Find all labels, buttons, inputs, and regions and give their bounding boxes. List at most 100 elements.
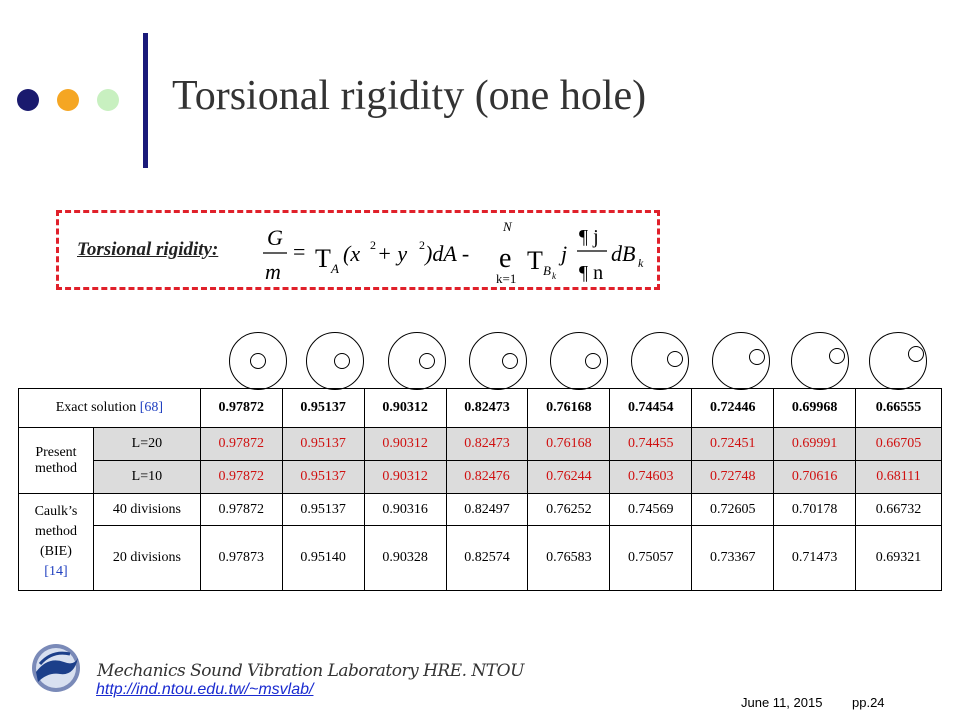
formula-int1: T	[315, 244, 331, 273]
table-cell: 0.82473	[445, 427, 529, 461]
geometry-circle-1	[229, 332, 287, 390]
exact-label: Exact solution	[55, 400, 137, 415]
table-cell: 0.90312	[363, 427, 447, 461]
formula-sum-bot: k=1	[496, 271, 516, 286]
lab-name: Mechanics Sound Vibration Laboratory HRE…	[97, 661, 524, 681]
table-cell: 0.70616	[773, 460, 857, 494]
table-row-caulk-20: 20 divisions 0.97873 0.95140 0.90328 0.8…	[19, 525, 942, 591]
formula-eq: =	[293, 239, 305, 264]
table-cell: 0.95140	[281, 525, 365, 591]
formula-phi: j	[558, 241, 567, 266]
table-cell: 0.95137	[281, 427, 365, 461]
table-cell: 0.66732	[855, 493, 942, 526]
table-cell: 0.95137	[281, 460, 365, 494]
geometry-circle-9	[869, 332, 927, 390]
formula-lhs-den: m	[265, 259, 281, 284]
table-cell: 0.69991	[773, 427, 857, 461]
table-cell: 0.76168	[527, 388, 611, 428]
hole-1	[250, 353, 266, 369]
table-cell: 0.76583	[527, 525, 611, 591]
formula-sq2: 2	[419, 238, 425, 252]
table-cell: 0.90316	[363, 493, 447, 526]
formula-int1-sub: A	[330, 261, 339, 276]
caulk-label-line1: Caulk’s	[34, 504, 78, 519]
table-cell: 0.76244	[527, 460, 611, 494]
geometry-circle-7	[712, 332, 770, 390]
hole-3	[419, 353, 435, 369]
table-cell: 0.71473	[773, 525, 857, 591]
torsional-rigidity-table: Exact solution [68] 0.97872 0.95137 0.90…	[18, 388, 942, 591]
formula-int1-mid: + y	[377, 241, 407, 266]
table-cell: 0.66555	[855, 388, 942, 428]
hole-9	[908, 346, 924, 362]
formula-sq1: 2	[370, 238, 376, 252]
formula-box: Torsional rigidity: G m = T A (x 2 + y 2…	[56, 210, 660, 290]
table-cell: 0.82473	[445, 388, 529, 428]
geometry-circle-5	[550, 332, 608, 390]
table-cell: 0.90312	[363, 388, 447, 428]
hole-8	[829, 348, 845, 364]
table-row-caulk-40: Caulk’s method (BIE) [14] 40 divisions 0…	[18, 493, 942, 591]
table-cell: 0.66705	[855, 427, 942, 461]
table-cell: 0.97872	[199, 427, 283, 461]
table-cell: 0.82497	[445, 493, 529, 526]
hole-6	[667, 351, 683, 367]
caulk-label-line2: method	[34, 524, 77, 539]
formula-frac-num: ¶ j	[579, 226, 599, 248]
formula-lhs-num: G	[267, 225, 283, 250]
table-cell: 0.74569	[609, 493, 693, 526]
hole-2	[334, 353, 350, 369]
table-cell: 0.73367	[691, 525, 775, 591]
formula-int1-end: )dA -	[423, 241, 469, 266]
table-cell: 0.90328	[363, 525, 447, 591]
table-cell: 0.82476	[445, 460, 529, 494]
exact-ref: [68]	[139, 400, 164, 415]
table-row-present-l10: L=10 0.97872 0.95137 0.90312 0.82476 0.7…	[19, 460, 942, 494]
formula-dB-sub: k	[638, 256, 644, 270]
decor-dot-navy	[17, 89, 39, 111]
table-cell: 0.97872	[199, 460, 283, 494]
formula-sum: e	[499, 243, 511, 274]
table-cell: 0.82574	[445, 525, 529, 591]
decor-dot-orange	[57, 89, 79, 111]
table-cell: 0.69321	[855, 525, 942, 591]
caulk-label-line3: (BIE)	[40, 544, 72, 559]
table-cell: 0.72748	[691, 460, 775, 494]
geometry-circle-6	[631, 332, 689, 390]
row-label: L=10	[92, 460, 201, 494]
footer-date: June 11, 2015	[741, 695, 823, 710]
table-cell: 0.95137	[281, 388, 365, 428]
lab-url-link[interactable]: http://ind.ntou.edu.tw/~msvlab/	[96, 681, 314, 698]
row-label: L=20	[92, 427, 201, 461]
title-divider-bar	[143, 33, 148, 168]
slide-title: Torsional rigidity (one hole)	[172, 73, 647, 119]
torsional-rigidity-formula: G m = T A (x 2 + y 2 )dA - N e k=1 T B k…	[263, 219, 644, 286]
table-cell: 0.97872	[199, 388, 283, 428]
geometry-circle-4	[469, 332, 527, 390]
footer-page-number: pp.24	[852, 695, 885, 710]
table-row-present-l20: Present method L=20 0.97872 0.95137 0.90…	[18, 427, 942, 494]
table-cell: 0.68111	[855, 460, 942, 494]
formula-dB: dB	[611, 241, 635, 266]
table-cell: 0.76252	[527, 493, 611, 526]
table-cell: 0.70178	[773, 493, 857, 526]
formula-int2-subsub: k	[552, 271, 557, 281]
formula-int1-body: (x	[343, 241, 360, 266]
formula-label: Torsional rigidity:	[77, 239, 219, 260]
hole-4	[502, 353, 518, 369]
table-cell: 0.95137	[281, 493, 365, 526]
table-cell: 0.74603	[609, 460, 693, 494]
table-cell: 0.72451	[691, 427, 775, 461]
table-cell: 0.90312	[363, 460, 447, 494]
table-cell: 0.69968	[773, 388, 857, 428]
lab-logo-icon	[32, 644, 80, 692]
table-cell: 0.76168	[527, 427, 611, 461]
geometry-circle-2	[306, 332, 364, 390]
table-cell: 0.97873	[199, 525, 283, 591]
table-cell: 0.97872	[199, 493, 283, 526]
table-cell: 0.74454	[609, 388, 693, 428]
row-label: 20 divisions	[92, 525, 201, 591]
table-cell: 0.75057	[609, 525, 693, 591]
caulk-label-cell: Caulk’s method (BIE) [14]	[18, 493, 94, 591]
hole-5	[585, 353, 601, 369]
